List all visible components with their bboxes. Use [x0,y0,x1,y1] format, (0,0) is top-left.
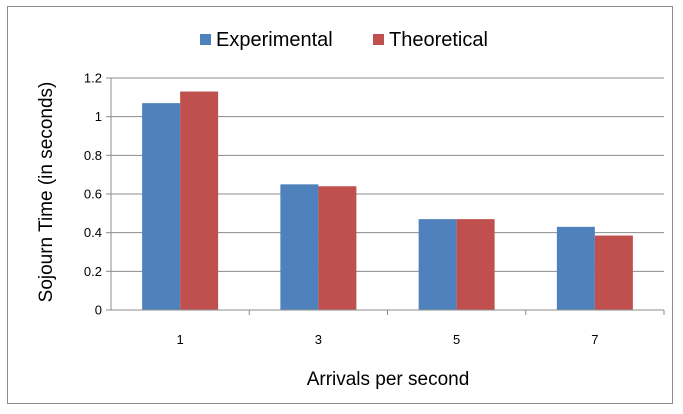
legend: Experimental Theoretical [200,29,488,51]
bar-experimental-3 [280,184,319,310]
bar-experimental-7 [556,226,595,310]
bar-experimental-1 [142,103,181,310]
x-tick-label: 5 [453,332,460,347]
y-tick-label: 0 [95,303,102,318]
legend-swatch-experimental [200,34,211,45]
bar-theoretical-7 [594,235,633,310]
x-axis-title: Arrivals per second [307,369,470,390]
y-tick-label: 1.2 [84,71,102,86]
y-tick-label: 0.8 [84,148,102,163]
axes [106,77,665,315]
legend-swatch-theoretical [373,34,384,45]
ticks: 0 0.2 0.4 0.6 0.8 1 1.2 1 3 5 7 [84,71,599,348]
legend-label-experimental: Experimental [216,29,333,51]
x-tick-label: 1 [177,332,184,347]
y-tick-label: 0.2 [84,264,102,279]
x-tick-label: 7 [591,332,598,347]
bar-theoretical-1 [180,91,219,311]
bar-experimental-5 [418,219,457,310]
y-tick-label: 0.4 [84,225,102,240]
y-tick-label: 0.6 [84,187,102,202]
y-axis-title: Sojourn Time (in seconds) [36,82,57,303]
bar-theoretical-5 [456,219,495,310]
bar-theoretical-3 [318,186,357,310]
x-tick-label: 3 [315,332,322,347]
y-tick-label: 1 [95,109,102,124]
legend-label-theoretical: Theoretical [389,29,488,51]
bars [142,91,633,311]
